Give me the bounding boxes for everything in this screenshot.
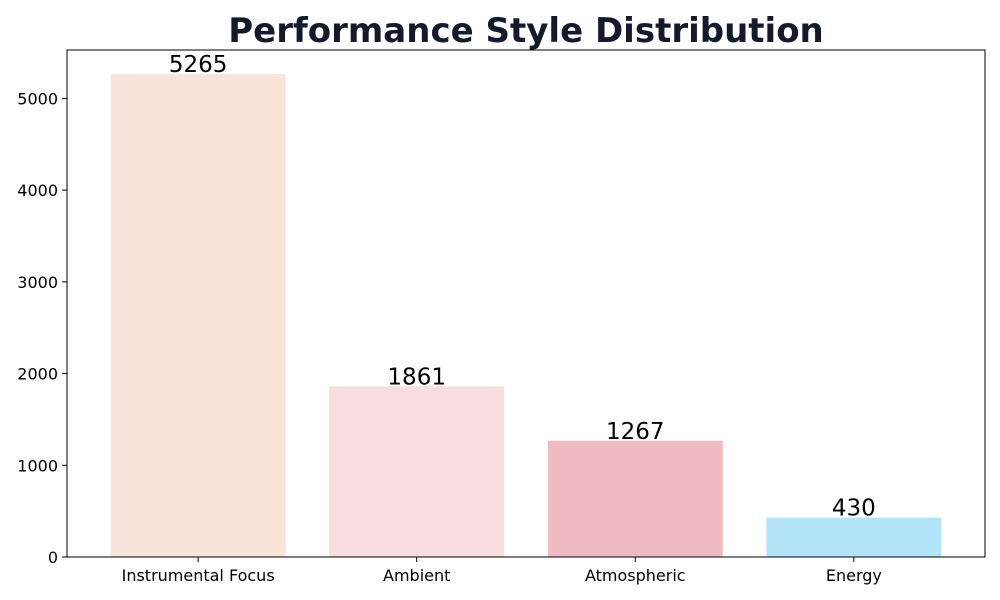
data-label-2: 1267 xyxy=(606,419,665,445)
x-tick-label-3: Energy xyxy=(826,566,882,585)
y-axis: 0 1000 2000 3000 4000 5000 xyxy=(17,89,67,567)
bar-3 xyxy=(766,517,942,557)
y-tick-label-4: 4000 xyxy=(17,181,58,200)
x-tick-label-2: Atmospheric xyxy=(585,566,686,585)
data-label-0: 5265 xyxy=(169,52,228,78)
bar-0 xyxy=(110,74,286,558)
y-tick-label-2: 2000 xyxy=(17,365,58,384)
plot-frame xyxy=(66,49,986,558)
x-tick-label-1: Ambient xyxy=(383,566,450,585)
y-tick-label-1: 1000 xyxy=(17,456,58,475)
data-labels-layer: 5265 1861 1267 430 xyxy=(169,52,876,521)
bar-2 xyxy=(547,440,723,557)
x-tick-label-0: Instrumental Focus xyxy=(122,566,275,585)
y-tick-label-5: 5000 xyxy=(17,89,58,108)
y-tick-label-0: 0 xyxy=(48,548,58,567)
data-label-1: 1861 xyxy=(387,364,446,390)
x-axis: Instrumental Focus Ambient Atmospheric Ener… xyxy=(122,557,882,585)
y-tick-label-3: 3000 xyxy=(17,273,58,292)
bars-layer xyxy=(110,74,942,558)
chart-title: Performance Style Distribution xyxy=(228,11,824,51)
data-label-3: 430 xyxy=(832,496,876,522)
bar-1 xyxy=(329,386,505,557)
